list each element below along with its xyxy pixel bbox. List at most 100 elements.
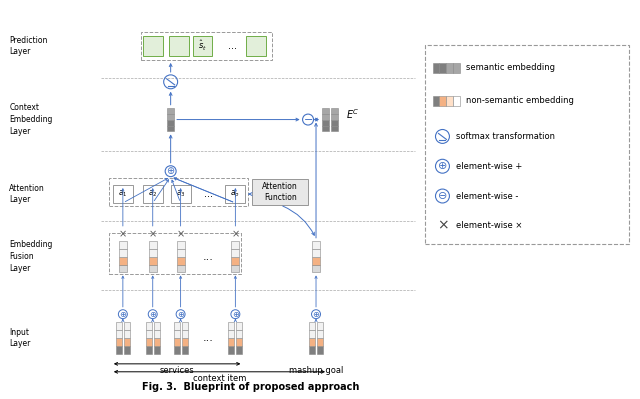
FancyBboxPatch shape xyxy=(309,346,315,354)
FancyBboxPatch shape xyxy=(228,330,234,338)
Text: $\hat{s}_t$: $\hat{s}_t$ xyxy=(198,39,207,53)
FancyBboxPatch shape xyxy=(232,265,239,273)
Text: Attention
Layer: Attention Layer xyxy=(10,184,45,204)
FancyBboxPatch shape xyxy=(113,185,133,203)
Text: element-wise -: element-wise - xyxy=(456,192,519,201)
FancyBboxPatch shape xyxy=(228,346,234,354)
FancyBboxPatch shape xyxy=(322,114,329,120)
FancyBboxPatch shape xyxy=(252,179,308,205)
FancyBboxPatch shape xyxy=(116,346,122,354)
FancyBboxPatch shape xyxy=(154,330,160,338)
FancyBboxPatch shape xyxy=(322,108,329,114)
FancyBboxPatch shape xyxy=(146,346,152,354)
FancyBboxPatch shape xyxy=(154,338,160,346)
Text: ×: × xyxy=(177,230,185,240)
FancyBboxPatch shape xyxy=(309,330,315,338)
FancyBboxPatch shape xyxy=(167,108,174,114)
FancyBboxPatch shape xyxy=(312,241,320,249)
FancyBboxPatch shape xyxy=(173,338,180,346)
FancyBboxPatch shape xyxy=(177,257,184,265)
Text: ...: ... xyxy=(203,333,214,343)
FancyBboxPatch shape xyxy=(177,249,184,257)
Text: ...: ... xyxy=(228,41,237,51)
FancyBboxPatch shape xyxy=(119,241,127,249)
Text: ⊕: ⊕ xyxy=(438,161,447,171)
FancyBboxPatch shape xyxy=(453,96,460,106)
Text: ⊕: ⊕ xyxy=(166,166,175,176)
FancyBboxPatch shape xyxy=(143,185,163,203)
FancyBboxPatch shape xyxy=(193,36,212,56)
Text: context item: context item xyxy=(193,374,246,383)
FancyBboxPatch shape xyxy=(167,126,174,132)
FancyBboxPatch shape xyxy=(173,330,180,338)
FancyBboxPatch shape xyxy=(182,346,188,354)
FancyBboxPatch shape xyxy=(236,330,243,338)
FancyBboxPatch shape xyxy=(177,265,184,273)
FancyBboxPatch shape xyxy=(232,257,239,265)
Text: ...: ... xyxy=(203,252,214,262)
Text: ⊖: ⊖ xyxy=(438,191,447,201)
FancyBboxPatch shape xyxy=(148,249,157,257)
FancyBboxPatch shape xyxy=(312,257,320,265)
FancyBboxPatch shape xyxy=(246,36,266,56)
FancyBboxPatch shape xyxy=(173,346,180,354)
FancyBboxPatch shape xyxy=(119,249,127,257)
FancyBboxPatch shape xyxy=(148,257,157,265)
Text: non-semantic embedding: non-semantic embedding xyxy=(467,96,574,105)
Text: −: − xyxy=(303,115,313,124)
FancyBboxPatch shape xyxy=(177,241,184,249)
FancyBboxPatch shape xyxy=(232,249,239,257)
FancyBboxPatch shape xyxy=(171,185,191,203)
FancyBboxPatch shape xyxy=(331,114,338,120)
Text: $a_3$: $a_3$ xyxy=(176,189,186,199)
Text: mashup goal: mashup goal xyxy=(289,366,343,375)
FancyBboxPatch shape xyxy=(236,338,243,346)
FancyBboxPatch shape xyxy=(124,346,130,354)
FancyBboxPatch shape xyxy=(312,265,320,273)
FancyBboxPatch shape xyxy=(167,114,174,120)
FancyBboxPatch shape xyxy=(124,338,130,346)
FancyBboxPatch shape xyxy=(154,322,160,330)
FancyBboxPatch shape xyxy=(228,322,234,330)
FancyBboxPatch shape xyxy=(322,126,329,132)
FancyBboxPatch shape xyxy=(124,330,130,338)
Text: ×: × xyxy=(148,230,157,240)
Text: element-wise ×: element-wise × xyxy=(456,221,523,230)
FancyBboxPatch shape xyxy=(331,120,338,126)
FancyBboxPatch shape xyxy=(119,257,127,265)
FancyBboxPatch shape xyxy=(116,322,122,330)
FancyBboxPatch shape xyxy=(317,322,323,330)
Text: Embedding
Fusion
Layer: Embedding Fusion Layer xyxy=(10,240,52,273)
Text: ⊕: ⊕ xyxy=(149,310,156,319)
FancyBboxPatch shape xyxy=(433,96,440,106)
FancyBboxPatch shape xyxy=(119,265,127,273)
Text: services: services xyxy=(160,366,195,375)
Text: softmax transformation: softmax transformation xyxy=(456,132,556,141)
FancyBboxPatch shape xyxy=(322,120,329,126)
FancyBboxPatch shape xyxy=(169,36,189,56)
FancyBboxPatch shape xyxy=(228,338,234,346)
FancyBboxPatch shape xyxy=(317,346,323,354)
Text: Input
Layer: Input Layer xyxy=(10,328,31,348)
FancyBboxPatch shape xyxy=(447,63,453,73)
Text: $E^C$: $E^C$ xyxy=(346,108,360,121)
Text: Attention
Function: Attention Function xyxy=(262,182,298,202)
FancyBboxPatch shape xyxy=(331,126,338,132)
Text: Fig. 3.  Blueprint of proposed approach: Fig. 3. Blueprint of proposed approach xyxy=(141,382,359,392)
FancyBboxPatch shape xyxy=(167,120,174,126)
Text: ×: × xyxy=(231,230,239,240)
FancyBboxPatch shape xyxy=(148,265,157,273)
Text: $a_p$: $a_p$ xyxy=(230,188,240,200)
FancyBboxPatch shape xyxy=(232,241,239,249)
Text: semantic embedding: semantic embedding xyxy=(467,63,556,73)
Text: ...: ... xyxy=(204,189,213,199)
FancyBboxPatch shape xyxy=(317,330,323,338)
FancyBboxPatch shape xyxy=(317,338,323,346)
FancyBboxPatch shape xyxy=(309,338,315,346)
FancyBboxPatch shape xyxy=(173,322,180,330)
FancyBboxPatch shape xyxy=(312,249,320,257)
FancyBboxPatch shape xyxy=(440,96,447,106)
FancyBboxPatch shape xyxy=(453,63,460,73)
Text: element-wise +: element-wise + xyxy=(456,162,523,171)
FancyBboxPatch shape xyxy=(124,322,130,330)
